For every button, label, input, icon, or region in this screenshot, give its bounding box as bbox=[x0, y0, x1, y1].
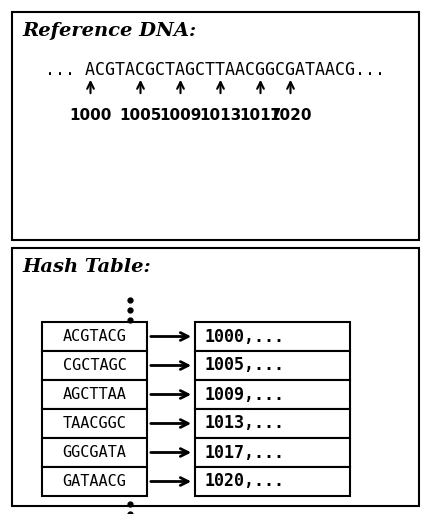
Bar bbox=[194, 409, 349, 438]
Bar bbox=[194, 380, 349, 409]
Text: AGCTTAA: AGCTTAA bbox=[62, 387, 126, 402]
Bar bbox=[194, 467, 349, 496]
Text: 1017: 1017 bbox=[239, 108, 281, 123]
Bar bbox=[42, 322, 147, 351]
Bar bbox=[12, 248, 418, 506]
Text: 1013,...: 1013,... bbox=[205, 414, 284, 432]
Text: 1009,...: 1009,... bbox=[205, 386, 284, 403]
Bar bbox=[194, 351, 349, 380]
Text: 1020,...: 1020,... bbox=[205, 472, 284, 490]
Bar bbox=[194, 438, 349, 467]
Text: Hash Table:: Hash Table: bbox=[22, 258, 150, 276]
Bar bbox=[42, 438, 147, 467]
Bar bbox=[194, 322, 349, 351]
Text: 1020: 1020 bbox=[269, 108, 311, 123]
Bar bbox=[42, 380, 147, 409]
Text: ACGTACG: ACGTACG bbox=[62, 329, 126, 344]
Bar bbox=[12, 12, 418, 240]
Bar bbox=[42, 467, 147, 496]
Text: 1009: 1009 bbox=[159, 108, 201, 123]
Bar bbox=[42, 409, 147, 438]
Text: ... ACGTACGCTAGCTTAACGGCGATAACG...: ... ACGTACGCTAGCTTAACGGCGATAACG... bbox=[46, 61, 384, 79]
Bar bbox=[42, 351, 147, 380]
Text: 1000: 1000 bbox=[69, 108, 111, 123]
Text: GGCGATA: GGCGATA bbox=[62, 445, 126, 460]
Text: 1005: 1005 bbox=[119, 108, 161, 123]
Text: 1005,...: 1005,... bbox=[205, 357, 284, 375]
Text: CGCTAGC: CGCTAGC bbox=[62, 358, 126, 373]
Text: 1000,...: 1000,... bbox=[205, 327, 284, 345]
Text: Reference DNA:: Reference DNA: bbox=[22, 22, 196, 40]
Text: TAACGGC: TAACGGC bbox=[62, 416, 126, 431]
Text: 1017,...: 1017,... bbox=[205, 444, 284, 462]
Text: 1013: 1013 bbox=[199, 108, 241, 123]
Text: GATAACG: GATAACG bbox=[62, 474, 126, 489]
